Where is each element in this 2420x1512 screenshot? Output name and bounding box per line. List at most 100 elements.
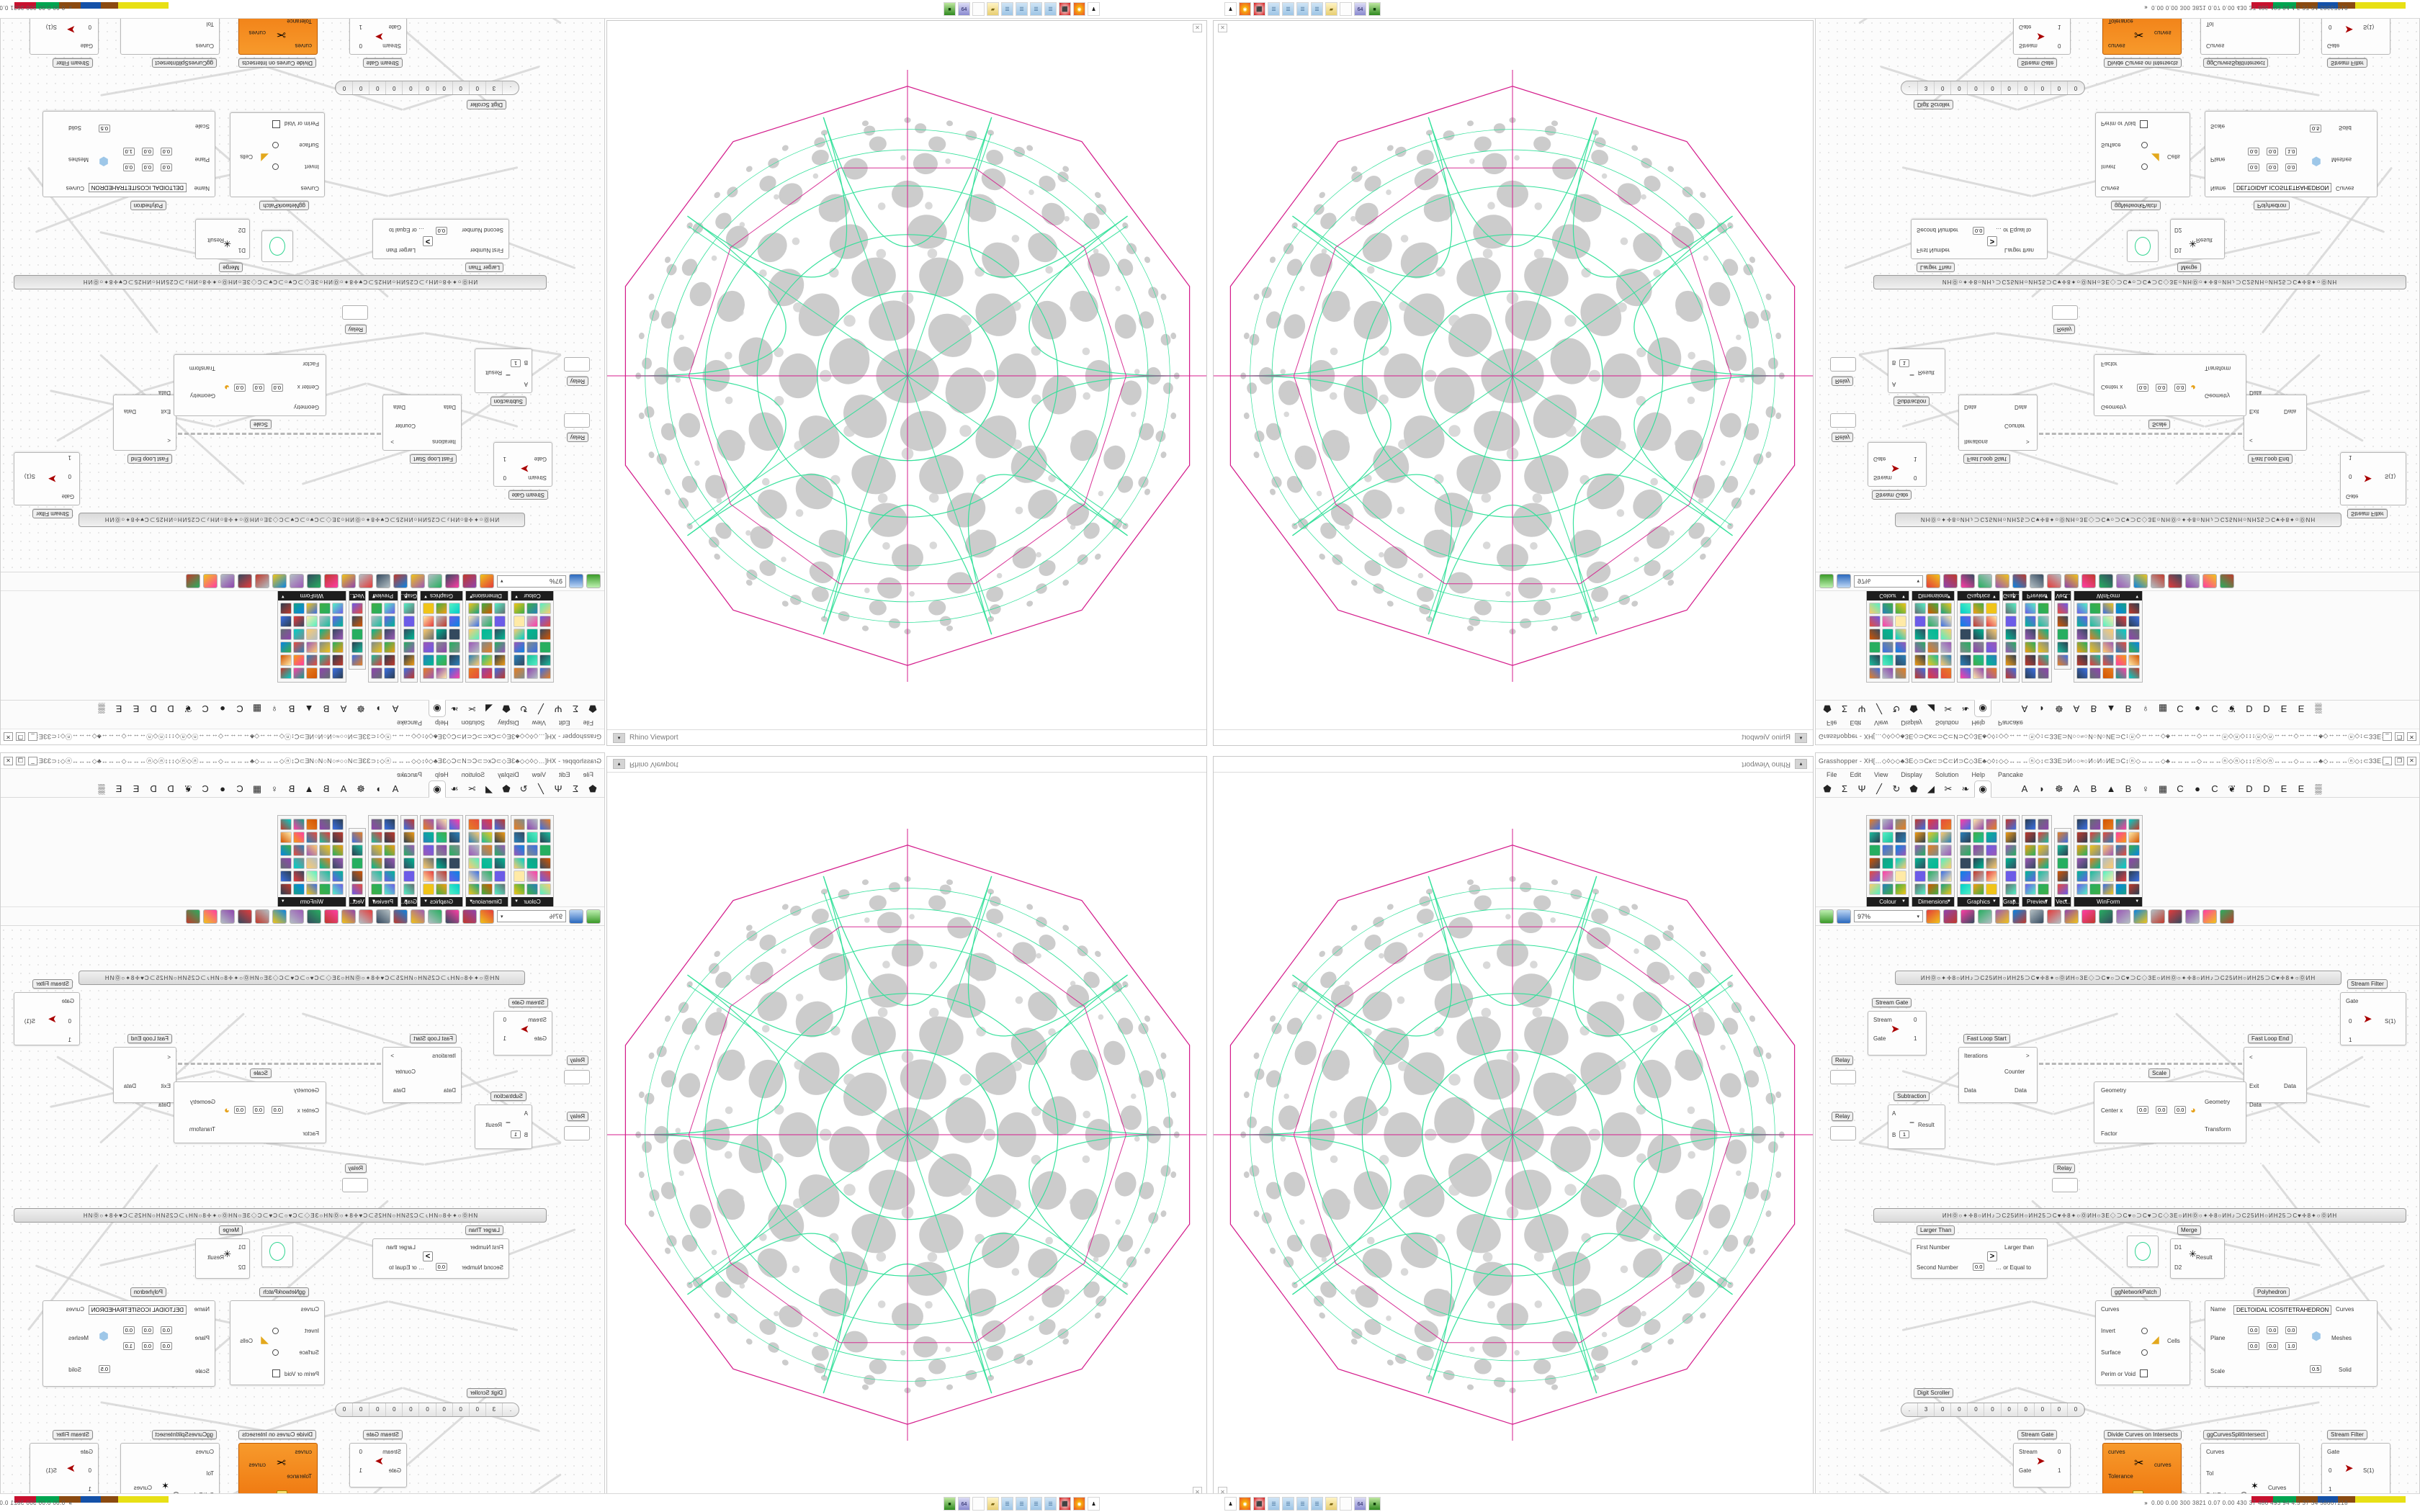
palette-item-colour-8[interactable]: [1882, 642, 1894, 653]
ribbon-tab-14[interactable]: D: [2263, 783, 2270, 794]
viewport-dropdown-icon[interactable]: ▾: [613, 759, 625, 770]
node-port-label[interactable]: Geometry: [2205, 1099, 2231, 1105]
palette-item-preview-0[interactable]: [2025, 667, 2037, 679]
node-body[interactable]: [2200, 1443, 2300, 1495]
palette-item-preview-8[interactable]: [2038, 642, 2050, 653]
node-label-curves-split[interactable]: ggCurvesSplitIntersect: [151, 1430, 217, 1439]
scroller-digit[interactable]: 0: [402, 1403, 419, 1416]
palette-item-winform-17[interactable]: [305, 883, 318, 895]
palette-item-graphics-5[interactable]: [449, 603, 460, 614]
polyhedron-plane-o-y[interactable]: 0.0: [2267, 163, 2279, 171]
window-close-button[interactable]: ✕: [2407, 756, 2416, 765]
palette-group-dimensions[interactable]: Dimensions: [1912, 591, 1955, 683]
palette-item-colour-17[interactable]: [1895, 883, 1906, 895]
ribbon-glyph-2[interactable]: Ψ: [554, 703, 563, 714]
node-label-larger-than[interactable]: Larger Than: [1917, 1225, 1955, 1235]
palette-item-graphics-16[interactable]: [1986, 616, 1997, 627]
node-port-label[interactable]: Meshes: [68, 156, 89, 163]
node-port-label[interactable]: Invert: [2101, 1328, 2116, 1334]
palette-item-winform-14[interactable]: [305, 642, 318, 653]
palette-item-dimensions-3[interactable]: [1914, 629, 1926, 640]
ribbon-selected-eye-icon[interactable]: ◉: [1974, 780, 1991, 798]
curve-preview-node[interactable]: [2127, 230, 2159, 262]
viewport-dropdown-icon[interactable]: ▾: [613, 732, 625, 743]
node-port-label[interactable]: Tol: [206, 1470, 214, 1477]
node-port-label[interactable]: D2: [2174, 1264, 2182, 1271]
palette-item-winform-25[interactable]: [2128, 654, 2141, 666]
palette-item-winform-16[interactable]: [2102, 616, 2115, 627]
node-port-label[interactable]: Solid: [68, 1367, 81, 1373]
ribbon-tab-13[interactable]: D: [2246, 783, 2253, 794]
palette-item-preview-11[interactable]: [2038, 603, 2050, 614]
palette-item-winform-0[interactable]: [2076, 667, 2089, 679]
subtraction-b-value[interactable]: 1: [1899, 1130, 1909, 1138]
ribbon-tab-6[interactable]: B: [2125, 783, 2132, 794]
ribbon-tab-17[interactable]: ▒: [98, 783, 105, 794]
node-port-label[interactable]: Curves: [66, 185, 84, 192]
palette-item-graphics-10[interactable]: [436, 870, 447, 882]
palette-item-colour-15[interactable]: [1895, 629, 1906, 640]
capsule-icon[interactable]: [1978, 909, 1992, 924]
red-app-icon[interactable]: ⬛: [1059, 1497, 1071, 1511]
window-title-bar[interactable]: Grasshopper - XH[…◇◊◇◇♣ЗЕ◇⊃Ск⊂⊃С⊂И⊃С◇ЗЕ♣…: [1, 753, 604, 769]
zoom-extents-icon[interactable]: [1926, 909, 1940, 924]
palette-item-colour-14[interactable]: [514, 845, 525, 856]
menu-item-view[interactable]: View: [1874, 771, 1888, 778]
preview-eye-icon[interactable]: [462, 909, 477, 924]
bake-flame-icon[interactable]: [1960, 909, 1975, 924]
palette-item-winform-18[interactable]: [2115, 667, 2128, 679]
palette-item-preview-0[interactable]: [2025, 819, 2037, 830]
palette-item-graphics-10[interactable]: [436, 616, 447, 627]
palette-item-colour-7[interactable]: [1882, 832, 1894, 843]
node-port-label[interactable]: 0: [503, 474, 506, 481]
palette-item-winform-19[interactable]: [2115, 654, 2128, 666]
shade-green-icon[interactable]: [2185, 574, 2200, 589]
node-port-label[interactable]: Geometry: [293, 1087, 319, 1094]
node-canvas[interactable]: ИНⓄ○✦✛8○ИН♪⊃С25ИН○ИН25⊃С♥✛8✦○ⓄИН○ЗЕ◇⊃С♥○…: [1816, 17, 2419, 572]
node-port-label[interactable]: Curves: [195, 1449, 214, 1455]
palette-item-preview-10[interactable]: [2038, 616, 2050, 627]
palette-item-winform-22[interactable]: [2115, 616, 2128, 627]
palette-item-graphics-10[interactable]: [1973, 870, 1984, 882]
palette-item-winform-26[interactable]: [279, 845, 292, 856]
polyhedron-plane-z-z[interactable]: 1.0: [2285, 1342, 2298, 1350]
palette-item-graphics-12[interactable]: [1986, 667, 1997, 679]
palette-item-winform-11[interactable]: [318, 883, 331, 895]
invert-radio-icon[interactable]: [272, 163, 279, 170]
node-port-label[interactable]: 1: [503, 456, 506, 462]
palette-item-dimensions-11[interactable]: [481, 603, 493, 614]
palette-item-winform-15[interactable]: [305, 858, 318, 869]
palette-item-winform-23[interactable]: [292, 883, 305, 895]
node-label-stream-filter-2[interactable]: Stream Filter: [2327, 1430, 2367, 1439]
polyhedron-plane-z-x[interactable]: 0.0: [160, 1342, 172, 1350]
shade-grey-icon[interactable]: [272, 574, 287, 589]
palette-item-dimensions-14[interactable]: [1940, 642, 1952, 653]
node-port-label[interactable]: Gate: [2327, 42, 2340, 49]
node-port-label[interactable]: Scale: [194, 1368, 210, 1374]
node-port-label[interactable]: Solid: [2339, 1367, 2352, 1373]
palette-item-winform-23[interactable]: [2115, 883, 2128, 895]
palette-item-graphics-13[interactable]: [423, 654, 434, 666]
node-port-label[interactable]: Cells: [240, 153, 253, 160]
palette-item-winform-29[interactable]: [2128, 603, 2141, 614]
node-port-label[interactable]: Iterations: [432, 438, 456, 445]
palette-item-graphics-6[interactable]: [1973, 667, 1984, 679]
polyhedron-plane-o-y[interactable]: 0.0: [141, 163, 153, 171]
grasshopper-window-bottom-left[interactable]: Grasshopper - XH[…◇◊◇◇♣ЗЕ◇⊃Ск⊂⊃С⊂И⊃С◇ЗЕ♣…: [0, 752, 605, 1512]
ribbon-tab-0[interactable]: A: [2021, 783, 2028, 794]
node-port-label[interactable]: Curves: [2336, 185, 2354, 192]
ribbon-tab-11[interactable]: C: [202, 703, 209, 714]
node-body[interactable]: [2244, 1047, 2307, 1103]
tray-icons-top-right[interactable]: ♟ ◉ ⬛ ☰ ☰ ☰ ☰ ▰ 64 ■: [1224, 2, 1381, 16]
firefox-icon[interactable]: ◉: [1239, 2, 1251, 16]
node-label-digit-scroller-0[interactable]: Digit Scroller: [1914, 1388, 1954, 1398]
polyhedron-scale-value[interactable]: 0.5: [2310, 125, 2322, 132]
blank-icon[interactable]: [972, 1497, 985, 1511]
node-port-label[interactable]: Result: [207, 237, 224, 243]
node-port-label[interactable]: Geometry: [189, 392, 215, 399]
viewport-dropdown-icon[interactable]: ▾: [1795, 732, 1807, 743]
node-port-label[interactable]: 1: [2058, 1467, 2061, 1474]
node-canvas[interactable]: ИНⓄ○✦✛8○ИН♪⊃С25ИН○ИН25⊃С♥✛8✦○ⓄИН○ЗЕ◇⊃С♥○…: [1, 17, 604, 572]
ribbon-tab-2[interactable]: ☸: [2055, 783, 2063, 794]
ribbon-tab-11[interactable]: C: [2211, 703, 2218, 714]
